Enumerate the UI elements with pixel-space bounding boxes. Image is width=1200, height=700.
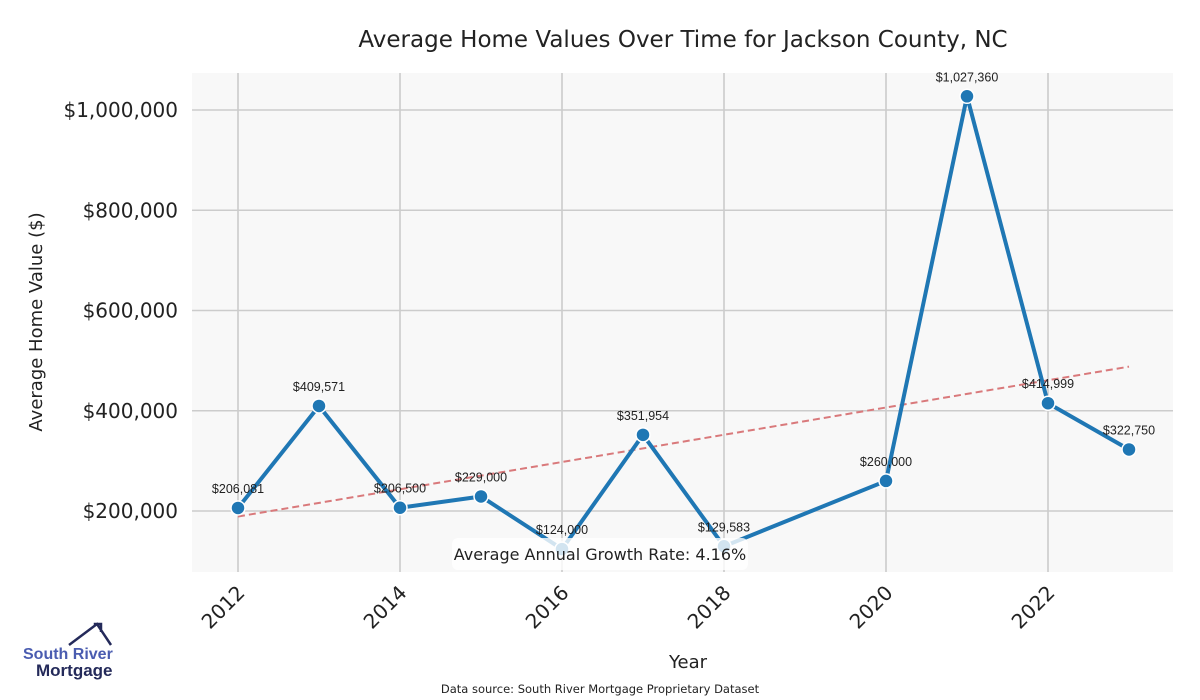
data-label: $260,000 — [860, 455, 912, 469]
south-river-logo: South River Mortgage — [23, 622, 113, 680]
data-point — [473, 488, 489, 505]
x-tick-label: 2014 — [359, 581, 412, 634]
data-source: Data source: South River Mortgage Propri… — [441, 682, 760, 696]
data-point — [392, 499, 408, 516]
data-label: $129,583 — [698, 520, 750, 534]
x-tick-label: 2018 — [683, 581, 736, 634]
data-label: $206,081 — [212, 482, 264, 496]
x-axis-label: Year — [668, 652, 708, 673]
logo-text-bottom: Mortgage — [36, 661, 113, 680]
data-label: $206,500 — [374, 482, 426, 496]
data-point — [311, 398, 327, 414]
data-label: $322,750 — [1103, 423, 1155, 437]
y-tick-label: $600,000 — [83, 299, 178, 323]
x-tick-label: 2016 — [521, 581, 574, 634]
data-point — [230, 500, 246, 516]
data-point — [959, 88, 975, 105]
data-point — [635, 427, 651, 443]
annotation-text: Average Annual Growth Rate: 4.16% — [454, 545, 746, 564]
data-label: $124,000 — [536, 523, 588, 537]
data-point — [1040, 395, 1056, 411]
data-label: $229,000 — [455, 470, 507, 484]
x-tick-label: 2022 — [1007, 581, 1060, 634]
data-label: $414,999 — [1022, 377, 1074, 391]
logo-text-top: South River — [23, 646, 113, 663]
data-point — [1121, 441, 1137, 458]
chart-title: Average Home Values Over Time for Jackso… — [358, 27, 1007, 53]
data-point — [878, 473, 894, 489]
data-label: $351,954 — [617, 409, 669, 423]
data-label: $1,027,360 — [936, 70, 999, 84]
data-label: $409,571 — [293, 380, 345, 394]
x-tick-label: 2012 — [197, 581, 250, 634]
y-tick-label: $1,000,000 — [63, 98, 178, 122]
x-tick-label: 2020 — [845, 581, 898, 634]
y-tick-label: $200,000 — [83, 499, 178, 523]
house-roof-icon — [68, 622, 113, 646]
y-axis-label: Average Home Value ($) — [26, 212, 47, 431]
y-tick-label: $400,000 — [83, 399, 178, 423]
trend-line — [237, 365, 1130, 518]
growth-rate-annotation: Average Annual Growth Rate: 4.16% — [452, 538, 748, 570]
y-tick-label: $800,000 — [83, 198, 178, 222]
